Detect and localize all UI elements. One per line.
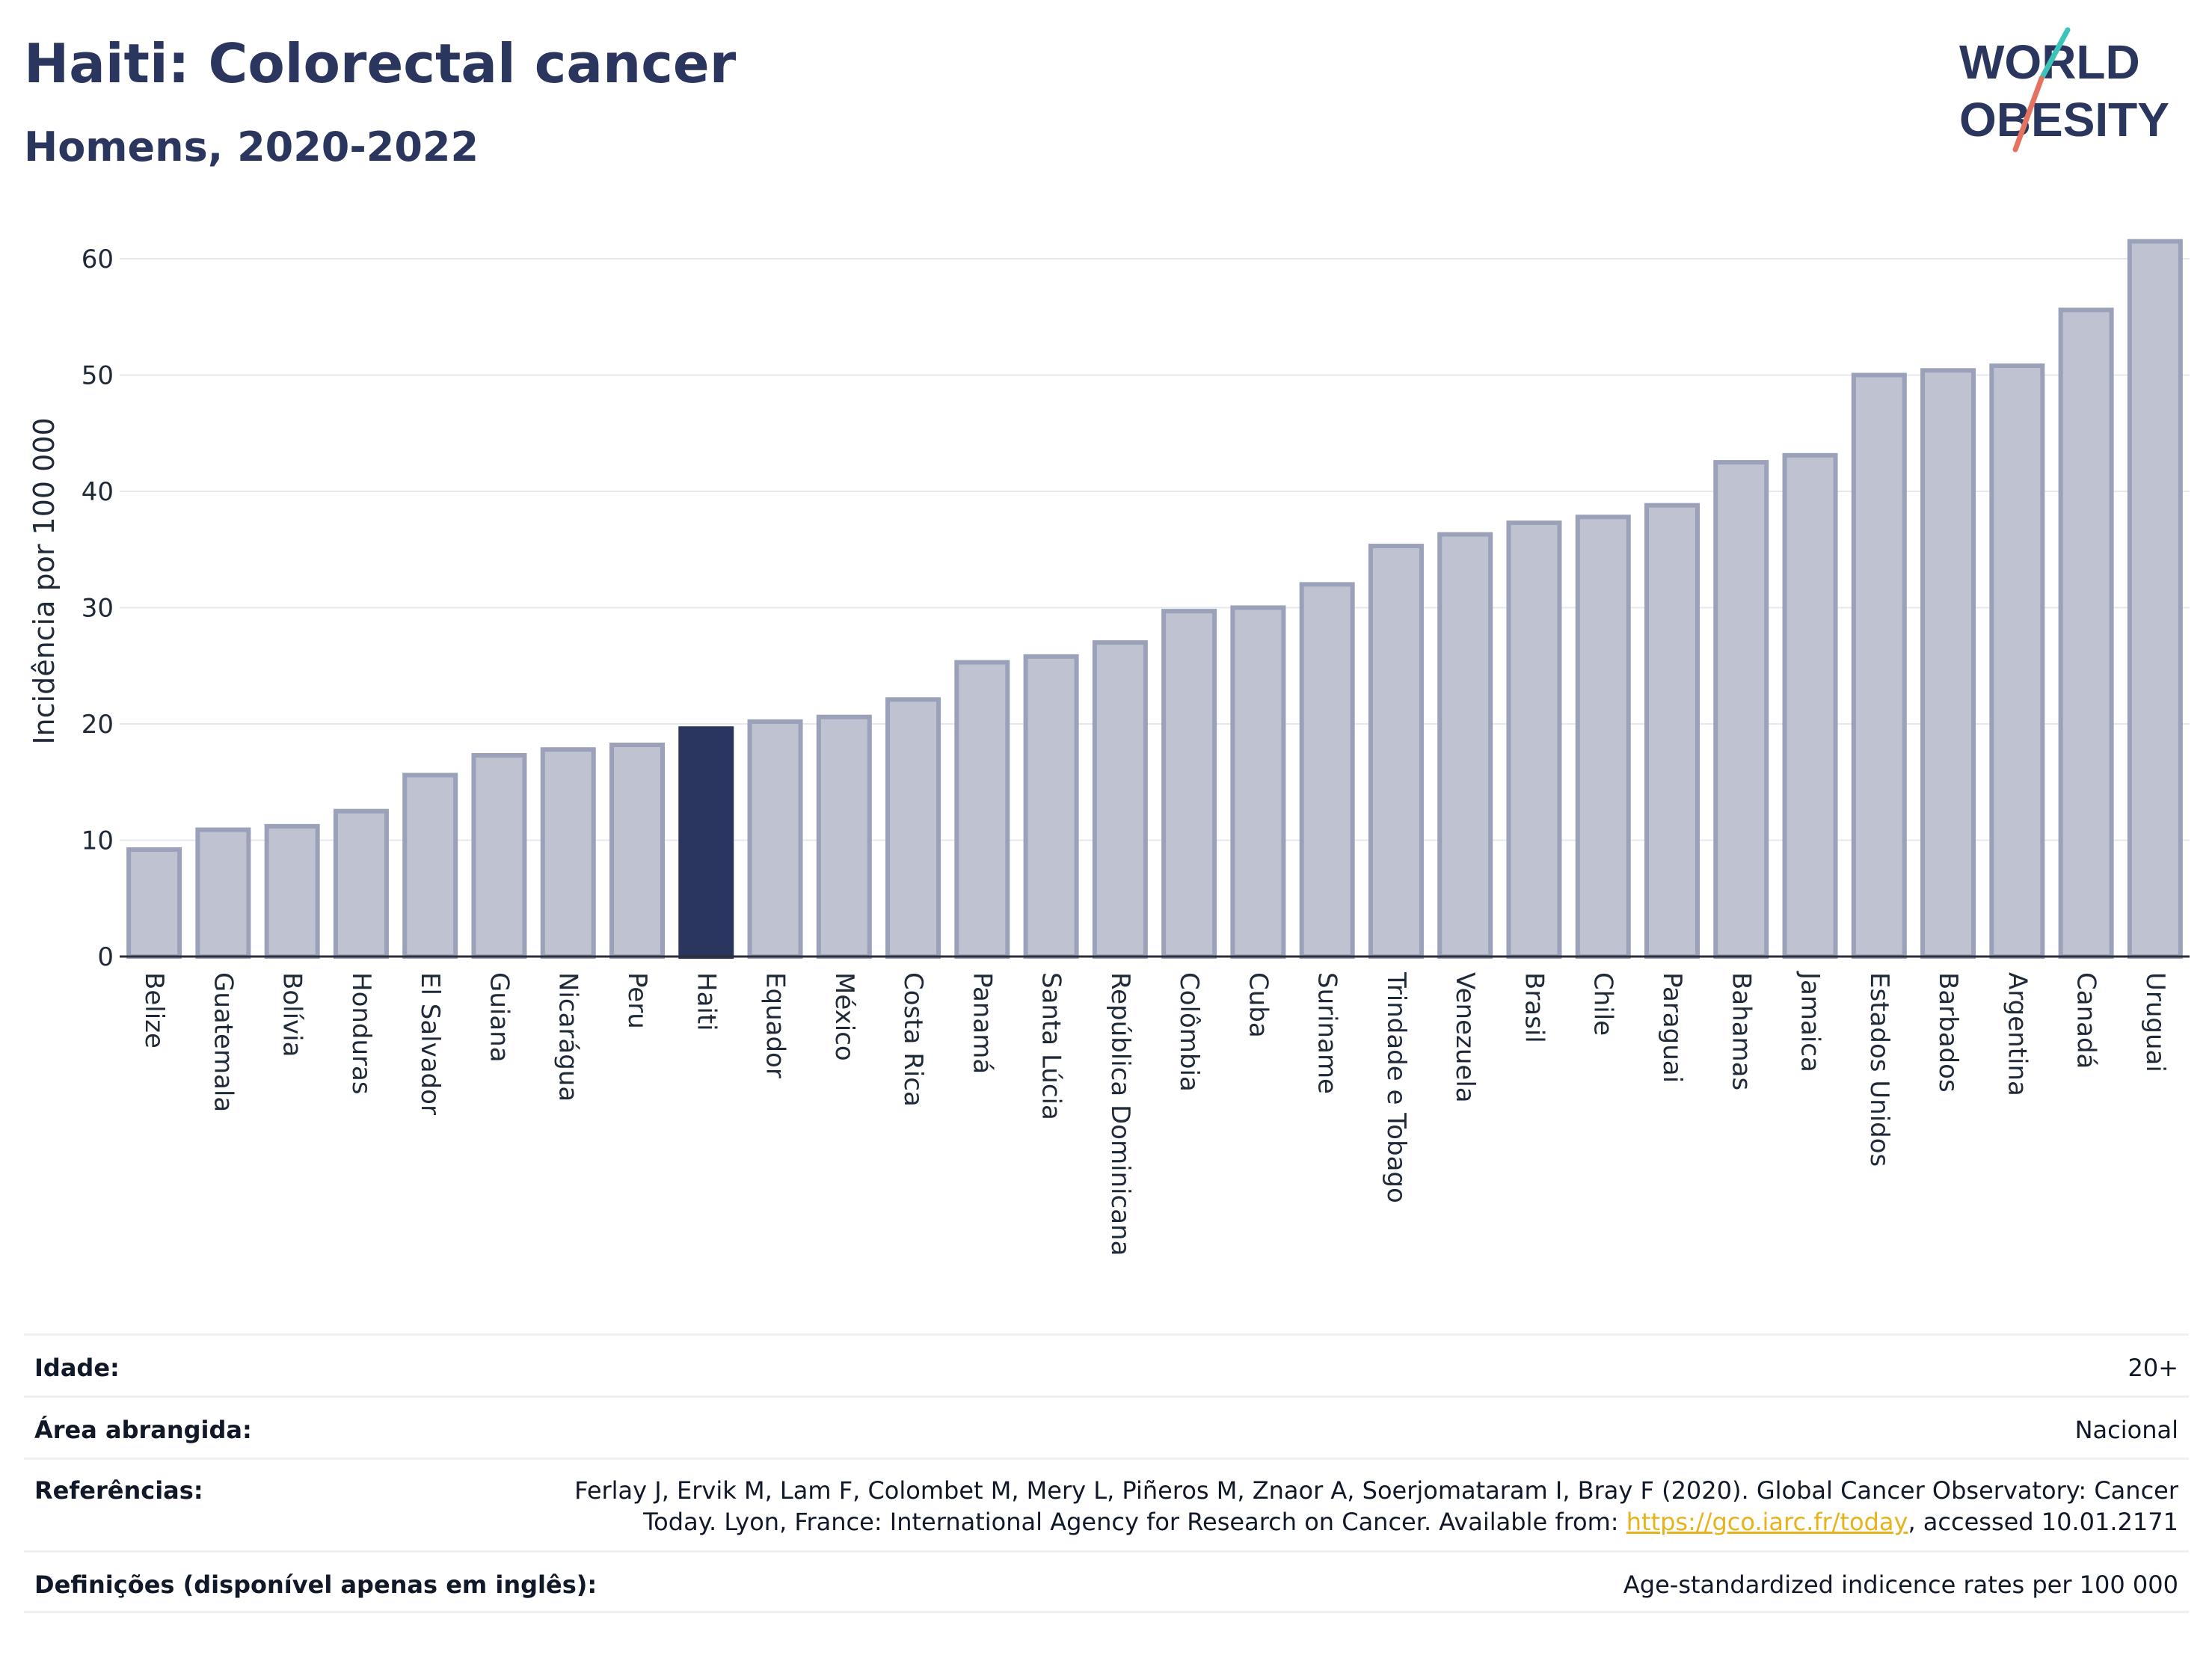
bar — [1920, 368, 1976, 959]
y-tick-label: 60 — [82, 245, 114, 274]
bar — [1782, 452, 1838, 959]
bar — [1989, 363, 2045, 959]
bar — [2058, 307, 2114, 959]
x-tick-label: Honduras — [346, 972, 376, 1095]
definitions-label: Definições (disponível apenas em inglês)… — [34, 1570, 597, 1599]
x-tick-label: Barbados — [1933, 972, 1963, 1093]
x-tick-label: Cuba — [1243, 972, 1273, 1038]
meta-row-references: Referências: Ferlay J, Ervik M, Lam F, C… — [24, 1458, 2189, 1550]
bar — [2127, 239, 2183, 959]
y-tick-label: 30 — [82, 594, 114, 624]
x-tick-label: Santa Lúcia — [1036, 972, 1066, 1120]
x-tick-label: El Salvador — [415, 972, 445, 1115]
bar — [954, 660, 1010, 959]
x-tick-label: Trindade e Tobago — [1381, 971, 1411, 1203]
bar — [1023, 654, 1079, 959]
bar — [1161, 609, 1217, 959]
bar — [1851, 372, 1907, 959]
references-value: Ferlay J, Ervik M, Lam F, Colombet M, Me… — [574, 1475, 2189, 1538]
x-tick-label: Estados Unidos — [1864, 972, 1894, 1167]
area-label: Área abrangida: — [34, 1416, 252, 1444]
bar — [885, 697, 941, 959]
references-text-2: Today. Lyon, France: International Agenc… — [643, 1508, 1626, 1536]
x-tick-label: Jamaica — [1795, 971, 1825, 1072]
age-value: 20+ — [2127, 1354, 2178, 1382]
x-tick-label: República Dominicana — [1105, 972, 1135, 1256]
references-text-1: Ferlay J, Ervik M, Lam F, Colombet M, Me… — [574, 1476, 2178, 1505]
meta-row-area: Área abrangida: Nacional — [24, 1395, 2189, 1458]
bar — [471, 752, 527, 959]
y-axis-label: Incidência por 100 000 — [28, 417, 61, 744]
bar — [1368, 544, 1424, 959]
bar — [816, 714, 872, 959]
x-tick-label: Chile — [1588, 972, 1618, 1036]
bar — [1713, 460, 1769, 959]
bar — [126, 847, 182, 959]
bar — [264, 823, 320, 959]
x-tick-label: Costa Rica — [898, 972, 928, 1107]
bar — [1506, 520, 1562, 959]
x-tick-label: Equador — [761, 972, 790, 1078]
age-label: Idade: — [34, 1354, 120, 1382]
bar — [1644, 503, 1700, 959]
x-tick-label: Peru — [622, 972, 652, 1029]
logo-teal-slash — [2039, 27, 2071, 82]
bar — [402, 773, 458, 959]
bar — [678, 726, 734, 959]
x-tick-label: Nicarágua — [553, 972, 583, 1102]
bar — [195, 827, 251, 959]
meta-row-definitions: Definições (disponível apenas em inglês)… — [24, 1550, 2189, 1613]
area-value: Nacional — [2074, 1416, 2178, 1444]
x-tick-label: Bolívia — [277, 972, 307, 1057]
x-tick-label: México — [829, 972, 859, 1061]
y-tick-label: 10 — [82, 826, 114, 856]
metadata-table: Idade: 20+ Área abrangida: Nacional Refe… — [24, 1333, 2189, 1613]
meta-row-age: Idade: 20+ — [24, 1333, 2189, 1395]
x-tick-label: Guiana — [484, 972, 514, 1063]
bar — [609, 742, 665, 959]
y-tick-label: 40 — [82, 477, 114, 507]
bar — [747, 719, 803, 959]
y-tick-label: 20 — [82, 710, 114, 740]
x-tick-label: Paraguai — [1657, 972, 1687, 1083]
x-tick-label: Canadá — [2071, 972, 2101, 1069]
y-tick-label: 0 — [97, 942, 114, 972]
bar — [1092, 640, 1148, 959]
references-label: Referências: — [34, 1476, 203, 1505]
x-tick-label: Suriname — [1312, 972, 1342, 1094]
x-tick-label: Colômbia — [1174, 972, 1204, 1092]
logo-line2: OBESITY — [1959, 93, 2169, 147]
chart-title: Haiti: Colorectal cancer — [24, 32, 737, 95]
x-tick-label: Belize — [139, 972, 169, 1048]
bar — [1230, 605, 1286, 959]
bar — [333, 808, 389, 959]
definitions-value: Age-standardized indicence rates per 100… — [1623, 1570, 2178, 1599]
world-obesity-logo: WORLD OBESITY — [1959, 27, 2169, 153]
chart-subtitle: Homens, 2020-2022 — [24, 123, 479, 171]
x-tick-label: Uruguai — [2140, 972, 2170, 1072]
bar — [540, 747, 596, 959]
x-tick-label: Venezuela — [1450, 972, 1480, 1103]
x-tick-label: Panamá — [967, 972, 997, 1074]
x-tick-label: Brasil — [1519, 972, 1549, 1043]
bar — [1575, 515, 1631, 959]
x-tick-label: Argentina — [2002, 972, 2032, 1096]
bar — [1437, 532, 1493, 959]
references-link[interactable]: https://gco.iarc.fr/today — [1626, 1508, 1908, 1536]
logo-coral-slash — [2012, 76, 2044, 153]
references-text-3: , accessed 10.01.2171 — [1908, 1508, 2178, 1536]
y-tick-label: 50 — [82, 361, 114, 391]
bar-chart: 0 10 20 30 40 50 60 Incidência por 100 000 Beliz… — [28, 239, 2190, 1256]
x-tick-label: Bahamas — [1726, 972, 1756, 1090]
x-tick-label: Guatemala — [208, 972, 238, 1112]
bar — [1299, 582, 1355, 959]
x-tick-label: Haiti — [691, 972, 721, 1031]
